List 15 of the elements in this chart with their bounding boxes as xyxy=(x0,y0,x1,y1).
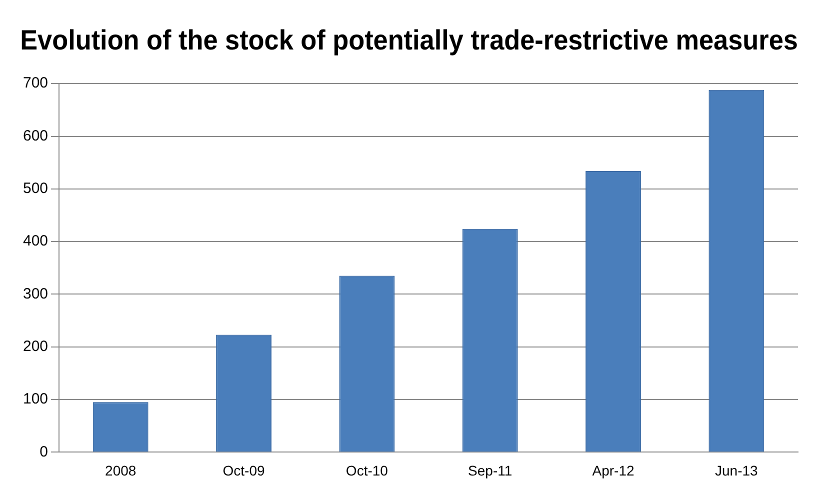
y-tick-label: 300 xyxy=(22,285,48,302)
x-tick-label: Jun-13 xyxy=(715,462,758,478)
y-tick-label: 600 xyxy=(22,127,48,144)
y-tick-label: 0 xyxy=(40,443,48,460)
x-tick-label: 2008 xyxy=(105,462,136,478)
y-tick-label: 100 xyxy=(22,390,48,408)
x-tick-label: Sep-11 xyxy=(468,462,512,478)
y-tick-label: 400 xyxy=(22,232,48,250)
y-tick-label: 500 xyxy=(22,180,48,198)
x-tick-label: Oct-09 xyxy=(222,462,265,478)
x-tick-label: Apr-12 xyxy=(592,462,634,478)
y-tick-label: 700 xyxy=(22,74,48,92)
chart-title: Evolution of the stock of potentially trade-restrictive measures xyxy=(20,24,798,56)
y-tick-label: 200 xyxy=(22,338,48,356)
x-tick-label: Oct-10 xyxy=(346,462,388,478)
